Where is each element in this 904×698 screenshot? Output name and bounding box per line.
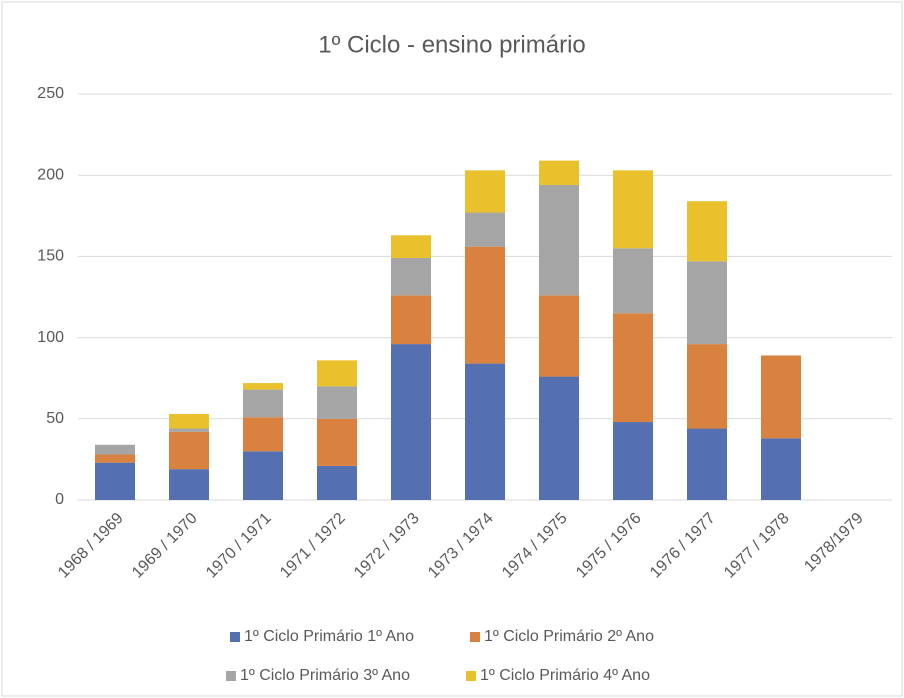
bar-segment bbox=[95, 462, 135, 500]
legend-swatch bbox=[470, 632, 480, 642]
bar-segment bbox=[95, 454, 135, 463]
bar-segment bbox=[761, 438, 801, 500]
bar-segment bbox=[465, 363, 505, 500]
bar-segment bbox=[613, 170, 653, 249]
bar-segment bbox=[687, 344, 727, 429]
bar-segment bbox=[95, 444, 135, 455]
legend-label: 1º Ciclo Primário 2º Ano bbox=[484, 628, 654, 645]
bar-segment bbox=[687, 261, 727, 345]
bar-segment bbox=[243, 383, 283, 390]
legend-label: 1º Ciclo Primário 1º Ano bbox=[244, 628, 414, 645]
y-tick-label: 50 bbox=[46, 410, 64, 427]
bar-segment bbox=[539, 160, 579, 185]
bar-segment bbox=[687, 201, 727, 262]
y-tick-label: 250 bbox=[37, 85, 64, 102]
y-tick-label: 0 bbox=[55, 491, 64, 508]
bar-segment bbox=[169, 431, 209, 470]
y-tick-label: 200 bbox=[37, 166, 64, 183]
bar-segment bbox=[613, 422, 653, 500]
legend-label: 1º Ciclo Primário 4º Ano bbox=[480, 667, 650, 684]
bar-segment bbox=[761, 355, 801, 439]
legend-swatch bbox=[466, 671, 476, 681]
bar-segment bbox=[613, 313, 653, 423]
chart-title: 1º Ciclo - ensino primário bbox=[318, 31, 586, 58]
y-tick-label: 100 bbox=[37, 329, 64, 346]
legend-swatch bbox=[230, 632, 240, 642]
bar-segment bbox=[539, 184, 579, 296]
bar-segment bbox=[243, 451, 283, 500]
bar-segment bbox=[465, 170, 505, 213]
bar-segment bbox=[539, 295, 579, 377]
bar-segment bbox=[243, 417, 283, 452]
bar-segment bbox=[169, 428, 209, 432]
bar-segment bbox=[465, 212, 505, 247]
bar-segment bbox=[169, 469, 209, 500]
y-tick-label: 150 bbox=[37, 248, 64, 265]
bar-segment bbox=[465, 246, 505, 364]
bar-segment bbox=[169, 413, 209, 429]
bar-segment bbox=[391, 295, 431, 345]
bar-segment bbox=[391, 344, 431, 500]
bar-segment bbox=[613, 248, 653, 314]
bar-segment bbox=[539, 376, 579, 500]
legend-label: 1º Ciclo Primário 3º Ano bbox=[240, 667, 410, 684]
legend-swatch bbox=[226, 671, 236, 681]
bar-segment bbox=[687, 428, 727, 500]
bar-segment bbox=[317, 360, 357, 387]
bar-segment bbox=[243, 389, 283, 418]
bar-segment bbox=[317, 386, 357, 419]
bar-segment bbox=[391, 258, 431, 296]
bar-segment bbox=[317, 418, 357, 466]
bar-segment bbox=[317, 465, 357, 500]
bar-segment bbox=[391, 235, 431, 259]
